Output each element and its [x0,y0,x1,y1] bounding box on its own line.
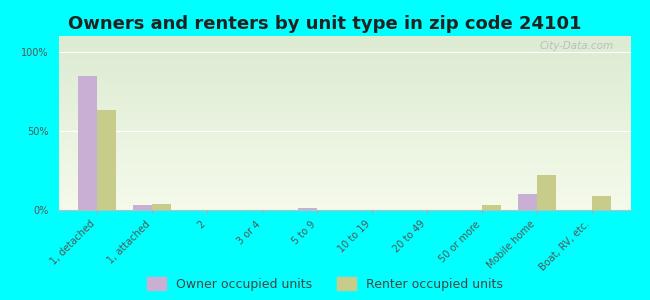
Bar [298,208,317,210]
Bar [133,205,152,210]
Bar [482,205,501,210]
Text: Owners and renters by unit type in zip code 24101: Owners and renters by unit type in zip c… [68,15,582,33]
Bar [97,110,116,210]
Bar [78,76,97,210]
Bar [537,175,556,210]
Bar [518,194,537,210]
Text: City-Data.com: City-Data.com [540,41,614,51]
Bar [152,204,171,210]
Bar [592,196,611,210]
Legend: Owner occupied units, Renter occupied units: Owner occupied units, Renter occupied un… [148,277,502,291]
